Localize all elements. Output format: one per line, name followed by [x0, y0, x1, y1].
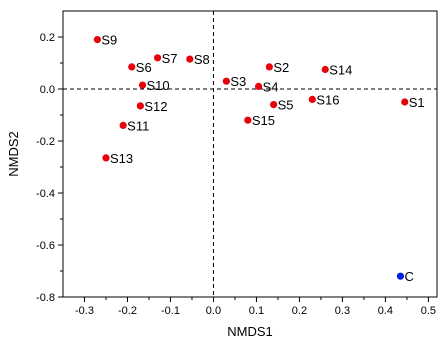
point-s6: [128, 63, 136, 71]
point-label-c: C: [404, 269, 413, 284]
point-s1: [401, 98, 409, 106]
point-label-s10: S10: [147, 78, 170, 93]
point-label-s16: S16: [316, 92, 339, 107]
point-label-s1: S1: [409, 95, 425, 110]
x-tick-label: 0.3: [335, 305, 350, 317]
plot-frame: [62, 10, 438, 298]
point-label-s14: S14: [329, 63, 352, 78]
point-s7: [153, 54, 162, 62]
point-label-s6: S6: [136, 60, 152, 75]
point-s15: [244, 116, 252, 124]
y-tick-label: -0.4: [36, 188, 55, 200]
point-s13: [102, 154, 110, 162]
point-label-s5: S5: [278, 98, 294, 113]
x-axis-title: NMDS1: [227, 324, 273, 339]
point-label-s11: S11: [127, 118, 149, 133]
x-tick-label: 0.2: [292, 305, 307, 317]
point-s5: [270, 101, 278, 109]
y-tick-label: -0.2: [36, 136, 55, 148]
point-s4: [254, 82, 263, 90]
y-tick-label: -0.6: [36, 240, 55, 252]
y-axis-title: NMDS2: [6, 131, 21, 177]
point-label-s2: S2: [273, 60, 289, 75]
point-s3: [222, 77, 230, 85]
point-s8: [186, 55, 194, 63]
x-tick-label: -0.1: [161, 305, 180, 317]
x-tick-label: 0.5: [421, 305, 436, 317]
reference-lines: [63, 11, 437, 297]
x-tick-label: 0.0: [206, 305, 221, 317]
x-axis-ticks: -0.3 -0.2 -0.1 0.0 0.1 0.2 0.3 0.4 0.5: [75, 297, 436, 317]
x-tick-label: -0.2: [118, 305, 137, 317]
x-tick-label: -0.3: [75, 305, 94, 317]
point-s12: [136, 102, 144, 110]
point-c: [396, 272, 405, 280]
point-label-s15: S15: [252, 113, 275, 128]
point-s16: [308, 95, 316, 103]
point-s11: [119, 121, 127, 129]
x-tick-label: 0.4: [378, 305, 393, 317]
point-s2: [265, 63, 273, 71]
y-tick-label: 0.0: [40, 84, 55, 96]
y-axis-ticks: 0.2 0.0 -0.2 -0.4 -0.6 -0.8: [36, 32, 63, 304]
y-tick-label: -0.8: [36, 292, 55, 304]
point-label-s3: S3: [230, 74, 246, 89]
point-s9: [93, 36, 101, 44]
point-label-s12: S12: [144, 99, 167, 114]
point-s14: [321, 65, 329, 74]
point-label-s7: S7: [162, 51, 178, 66]
y-tick-label: 0.2: [40, 32, 55, 44]
point-label-s8: S8: [194, 52, 210, 67]
point-label-s9: S9: [101, 33, 117, 48]
point-label-s13: S13: [110, 151, 133, 166]
x-tick-label: 0.1: [249, 305, 264, 317]
point-s10: [138, 81, 147, 89]
point-label-s4: S4: [263, 79, 279, 94]
